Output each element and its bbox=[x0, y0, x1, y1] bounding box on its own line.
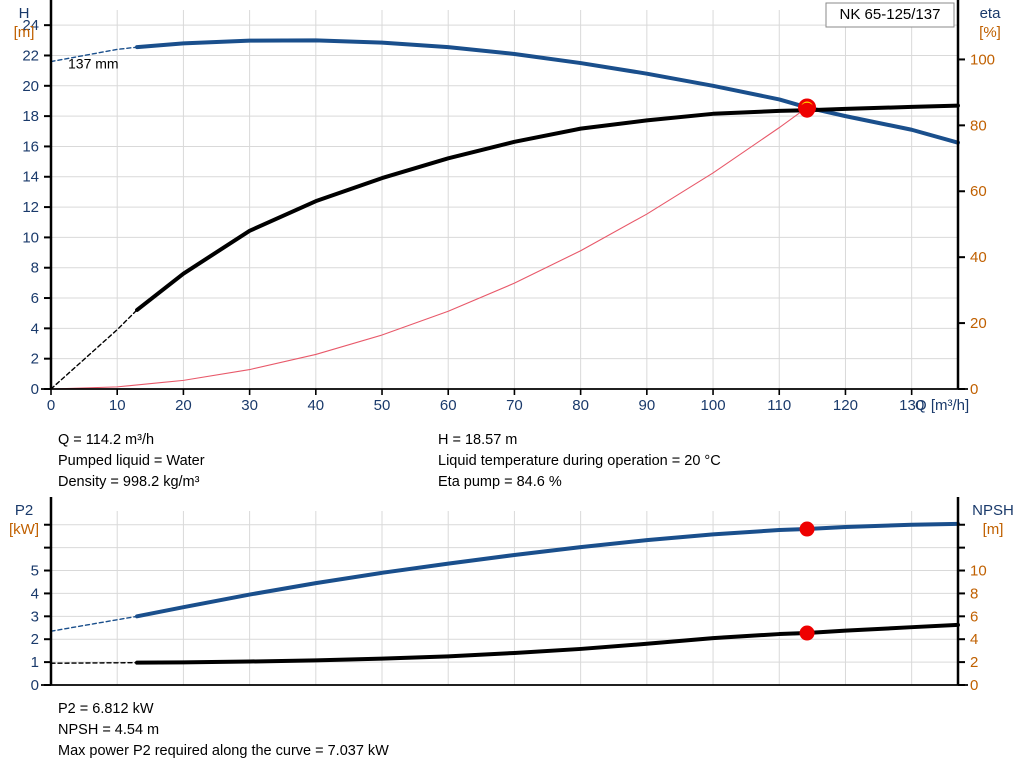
duty-point-eta-marker bbox=[799, 102, 815, 118]
y-tick-label: 18 bbox=[22, 108, 39, 125]
duty-point-info-right: H = 18.57 m Liquid temperature during op… bbox=[438, 430, 721, 493]
y2-tick-label: 80 bbox=[970, 117, 987, 134]
y2-axis-title: NPSH bbox=[972, 502, 1014, 519]
x-tick-label: 120 bbox=[833, 397, 858, 414]
duty-point-info-bottom: P2 = 6.812 kW NPSH = 4.54 m Max power P2… bbox=[58, 699, 389, 762]
y-tick-label: 0 bbox=[31, 381, 39, 398]
y-tick-label: 12 bbox=[22, 199, 39, 216]
curve-npsh-curve bbox=[135, 622, 960, 665]
pump-name-label: NK 65-125/137 bbox=[840, 6, 941, 23]
curve-efficiency-curve-eta bbox=[135, 103, 960, 312]
x-tick-label: 0 bbox=[47, 397, 55, 414]
curve-efficiency-curve-extension-dashed bbox=[50, 309, 138, 390]
y-tick-label: 5 bbox=[31, 562, 39, 579]
info-density: Density = 998.2 kg/m³ bbox=[58, 474, 200, 490]
y2-tick-label: 20 bbox=[970, 315, 987, 332]
y2-tick-label: 0 bbox=[970, 677, 978, 694]
curve-head-curve-137-mm-impeller bbox=[135, 38, 960, 145]
y-tick-label: 20 bbox=[22, 78, 39, 95]
x-tick-label: 30 bbox=[241, 397, 258, 414]
y-tick-label: 24 bbox=[22, 17, 39, 34]
y2-tick-label: 4 bbox=[970, 631, 978, 648]
x-tick-label: 20 bbox=[175, 397, 192, 414]
info-liquid-temperature: Liquid temperature during operation = 20… bbox=[438, 453, 721, 469]
y2-tick-label: 10 bbox=[970, 562, 987, 579]
y-axis-unit: [kW] bbox=[9, 521, 39, 538]
y-axis-title: H bbox=[19, 5, 30, 22]
x-tick-label: 70 bbox=[506, 397, 523, 414]
impeller-size-label: 137 mm bbox=[68, 56, 119, 72]
y2-tick-label: 60 bbox=[970, 183, 987, 200]
y-tick-label: 16 bbox=[22, 138, 39, 155]
y2-axis-title: eta bbox=[980, 5, 1002, 22]
info-head: H = 18.57 m bbox=[438, 432, 518, 448]
x-tick-label: 80 bbox=[572, 397, 589, 414]
y-tick-label: 6 bbox=[31, 290, 39, 307]
x-axis-title: Q [m³/h] bbox=[915, 397, 969, 414]
y-tick-label: 14 bbox=[22, 169, 39, 186]
y-axis-unit: [m] bbox=[14, 24, 35, 41]
y-axis-title: P2 bbox=[15, 502, 33, 519]
x-tick-label: 130 bbox=[899, 397, 924, 414]
curve-system-duty-curve bbox=[50, 106, 808, 390]
x-tick-label: 50 bbox=[374, 397, 391, 414]
y2-axis-unit: [m] bbox=[983, 521, 1004, 538]
x-tick-label: 90 bbox=[638, 397, 655, 414]
y-tick-label: 2 bbox=[31, 631, 39, 648]
curve-head-curve-extension-dashed bbox=[50, 46, 138, 63]
y2-tick-label: 6 bbox=[970, 608, 978, 625]
y2-tick-label: 40 bbox=[970, 249, 987, 266]
y2-tick-label: 100 bbox=[970, 51, 995, 68]
x-tick-label: 10 bbox=[109, 397, 126, 414]
info-flow: Q = 114.2 m³/h bbox=[58, 432, 155, 448]
y-tick-label: 1 bbox=[31, 654, 39, 671]
curve-power-p2-extension-dashed bbox=[50, 615, 138, 632]
info-npsh: NPSH = 4.54 m bbox=[58, 722, 160, 738]
x-tick-label: 100 bbox=[701, 397, 726, 414]
x-tick-label: 60 bbox=[440, 397, 457, 414]
y-tick-label: 0 bbox=[31, 677, 39, 694]
info-pumped-liquid: Pumped liquid = Water bbox=[58, 453, 205, 469]
curve-power-p2-curve bbox=[135, 521, 960, 619]
y-tick-label: 3 bbox=[31, 608, 39, 625]
y-tick-label: 10 bbox=[22, 229, 39, 246]
y-tick-label: 4 bbox=[31, 585, 39, 602]
duty-point-npsh-marker bbox=[799, 625, 815, 641]
y2-tick-label: 8 bbox=[970, 585, 978, 602]
y-tick-label: 8 bbox=[31, 260, 39, 277]
x-tick-label: 40 bbox=[307, 397, 324, 414]
duty-point-info-left: Q = 114.2 m³/h Pumped liquid = Water Den… bbox=[58, 430, 205, 493]
y-tick-label: 22 bbox=[22, 47, 39, 64]
info-power-p2: P2 = 6.812 kW bbox=[58, 701, 154, 717]
pump-name-box[interactable] bbox=[825, 2, 955, 28]
y2-axis-unit: [%] bbox=[979, 24, 1001, 41]
x-tick-label: 110 bbox=[767, 397, 791, 414]
y2-tick-label: 2 bbox=[970, 654, 978, 671]
plot-area: 0 1 2 3 4 5 0 2 4 6 8 10 P2 [kW] NPSH [m] bbox=[9, 497, 1014, 694]
y-tick-label: 2 bbox=[31, 351, 39, 368]
info-eta-pump: Eta pump = 84.6 % bbox=[438, 474, 562, 490]
power-npsh-chart: 0 1 2 3 4 5 0 2 4 6 8 10 P2 [kW] NPSH [m] bbox=[9, 497, 1014, 694]
info-max-power: Max power P2 required along the curve = … bbox=[58, 743, 389, 759]
y-tick-label: 4 bbox=[31, 320, 39, 337]
curve-npsh-extension-dashed bbox=[50, 661, 138, 664]
y2-tick-label: 0 bbox=[970, 381, 978, 398]
duty-point-power-marker bbox=[799, 521, 815, 537]
